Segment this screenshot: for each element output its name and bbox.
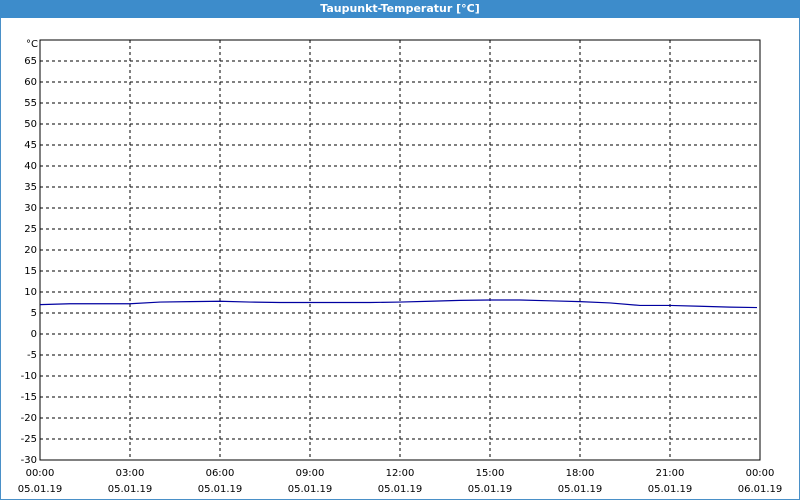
y-tick-label: -20 [21,413,37,424]
y-tick-label: 20 [24,245,37,256]
y-tick-label: -15 [21,392,37,403]
y-tick-label: -30 [21,455,37,466]
chart-title: Taupunkt-Temperatur [°C] [320,2,480,15]
y-tick-label: 50 [24,119,37,130]
x-tick-label: 09:00 [296,468,325,479]
x-tick-label: 21:00 [656,468,685,479]
y-tick-label: 25 [24,224,37,235]
x-tick-date: 05.01.19 [18,484,63,495]
x-tick-label: 03:00 [116,468,145,479]
y-tick-label: 35 [24,182,37,193]
x-tick-date: 05.01.19 [648,484,693,495]
y-tick-label: -5 [27,350,37,361]
y-tick-label: 40 [24,161,37,172]
y-tick-label: 30 [24,203,37,214]
x-tick-label: 12:00 [386,468,415,479]
x-tick-date: 06.01.19 [738,484,783,495]
x-tick-date: 05.01.19 [288,484,333,495]
plot-frame [39,39,761,461]
x-tick-date: 05.01.19 [378,484,423,495]
x-tick-label: 15:00 [476,468,505,479]
y-tick-label: 5 [31,308,37,319]
data-line [39,299,758,309]
y-tick-label: 65 [24,56,37,67]
y-tick-label: 15 [24,266,37,277]
x-tick-date: 05.01.19 [468,484,513,495]
y-tick-label: -25 [21,434,37,445]
y-tick-label: 60 [24,77,37,88]
x-tick-date: 05.01.19 [108,484,153,495]
y-tick-label: -10 [21,371,37,382]
x-tick-label: 00:00 [26,468,55,479]
y-tick-label: 45 [24,140,37,151]
x-tick-label: 06:00 [206,468,235,479]
y-tick-label: 55 [24,98,37,109]
x-tick-label: 00:00 [746,468,775,479]
y-unit: °C [26,39,38,50]
y-tick-label: 0 [31,329,37,340]
y-tick-label: 10 [24,287,37,298]
x-tick-date: 05.01.19 [558,484,603,495]
x-tick-label: 18:00 [566,468,595,479]
title-bar [0,0,800,18]
x-tick-date: 05.01.19 [198,484,243,495]
